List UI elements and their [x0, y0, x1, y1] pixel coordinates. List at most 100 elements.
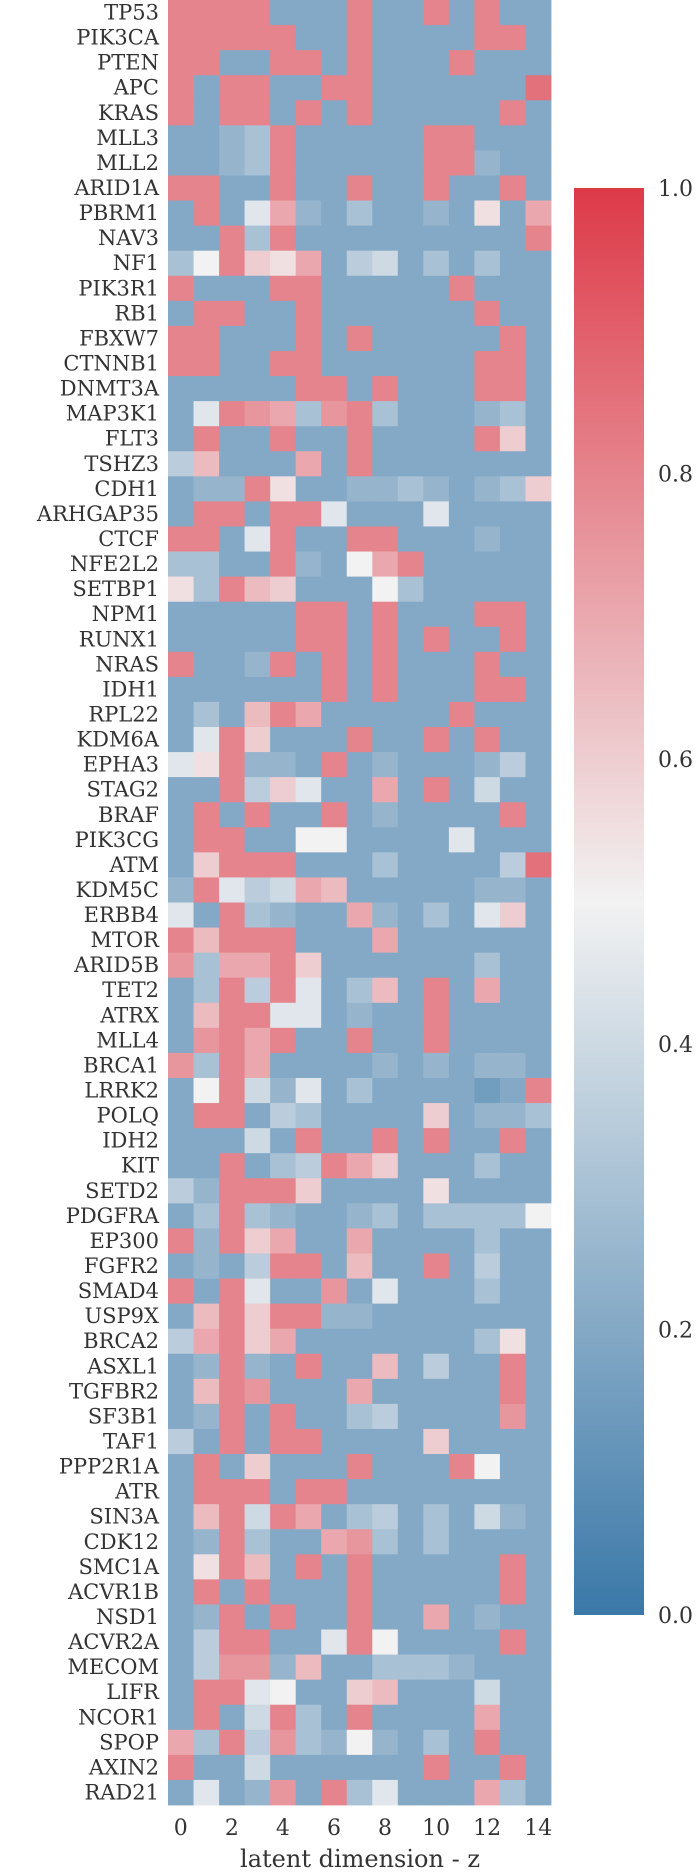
heatmap-cell: [244, 1554, 271, 1580]
row-label: USP9X: [84, 1304, 159, 1328]
heatmap-cell: [372, 1479, 399, 1505]
heatmap-cell: [295, 1077, 322, 1104]
heatmap-cell: [346, 676, 373, 703]
heatmap-cell: [219, 802, 245, 828]
heatmap-cell: [193, 977, 220, 1004]
heatmap-cell: [525, 952, 552, 979]
heatmap-cell: [525, 200, 552, 227]
heatmap-cell: [499, 1679, 526, 1706]
row-label: PBRM1: [79, 201, 159, 225]
heatmap-cell: [219, 75, 245, 101]
heatmap-cell: [295, 1378, 322, 1405]
heatmap-cell: [219, 476, 245, 502]
heatmap-cell: [499, 25, 526, 51]
heatmap-cell: [346, 325, 373, 352]
heatmap-cell: [346, 1253, 373, 1279]
heatmap-cell: [397, 1754, 424, 1781]
heatmap-cell: [295, 526, 322, 552]
heatmap-cell: [499, 376, 526, 402]
heatmap-cell: [219, 676, 245, 703]
heatmap-cell: [372, 25, 399, 51]
heatmap-cell: [346, 401, 373, 427]
heatmap-cell: [499, 651, 526, 678]
heatmap-cell: [397, 701, 424, 728]
heatmap-cell: [270, 802, 297, 828]
heatmap-cell: [321, 125, 348, 151]
row-label: NCOR1: [78, 1705, 159, 1729]
heatmap-cell: [448, 526, 475, 552]
heatmap-cell: [397, 401, 424, 427]
heatmap-cell: [423, 977, 450, 1004]
heatmap-cell: [244, 501, 271, 527]
heatmap-cell: [270, 1604, 297, 1630]
heatmap-cell: [168, 1428, 194, 1455]
heatmap-cell: [525, 651, 552, 678]
heatmap-cell: [372, 576, 399, 603]
heatmap-cell: [474, 1052, 501, 1079]
heatmap-cell: [474, 300, 501, 327]
heatmap-cell: [499, 852, 526, 878]
heatmap-cell: [295, 1027, 322, 1054]
heatmap-cell: [295, 626, 322, 653]
heatmap-cell: [525, 1704, 552, 1731]
heatmap-cell: [448, 150, 475, 176]
heatmap-cell: [295, 651, 322, 678]
heatmap-cell: [397, 1128, 424, 1154]
heatmap-cell: [321, 275, 348, 302]
heatmap-cell: [295, 325, 322, 352]
row-label: MAP3K1: [66, 402, 159, 426]
heatmap-cell: [244, 1428, 271, 1455]
heatmap-cell: [270, 576, 297, 603]
row-label: ATR: [114, 1480, 160, 1504]
heatmap-cell: [321, 576, 348, 603]
heatmap-cell: [397, 1704, 424, 1731]
heatmap-cell: [372, 125, 399, 151]
heatmap-cell: [346, 1303, 373, 1330]
heatmap-cell: [397, 100, 424, 126]
heatmap-cell: [270, 0, 297, 26]
heatmap-cell: [321, 1604, 348, 1630]
heatmap-cell: [397, 1178, 424, 1204]
heatmap-cell: [219, 1529, 245, 1555]
heatmap-cell: [168, 902, 194, 928]
heatmap-cell: [525, 1754, 552, 1781]
heatmap-cell: [474, 451, 501, 477]
heatmap-cell: [321, 300, 348, 327]
heatmap-cell: [423, 1579, 450, 1605]
heatmap-cell: [295, 1002, 322, 1029]
heatmap-cell: [219, 501, 245, 527]
heatmap-cell: [193, 877, 220, 903]
row-label: ATM: [108, 853, 159, 877]
heatmap-cell: [474, 401, 501, 427]
heatmap-cell: [499, 802, 526, 828]
heatmap-cell: [321, 827, 348, 853]
heatmap-cell: [270, 1278, 297, 1305]
heatmap-cell: [423, 1203, 450, 1229]
heatmap-cell: [168, 1378, 194, 1405]
heatmap-cell: [219, 752, 245, 778]
heatmap-cell: [168, 250, 194, 277]
heatmap-cell: [423, 426, 450, 452]
heatmap-cell: [295, 752, 322, 778]
heatmap-cell: [168, 376, 194, 402]
heatmap-cell: [295, 1428, 322, 1455]
heatmap-cell: [270, 526, 297, 552]
colorbar-tick-label: 1.0: [658, 177, 693, 202]
heatmap-cell: [270, 1303, 297, 1330]
heatmap-cell: [193, 1729, 220, 1756]
heatmap-cell: [270, 1328, 297, 1355]
row-label: SETD2: [85, 1179, 159, 1203]
heatmap-cell: [270, 150, 297, 176]
heatmap-cell: [295, 1153, 322, 1179]
heatmap-cell: [423, 902, 450, 928]
heatmap-cell: [525, 1529, 552, 1555]
heatmap-cell: [372, 626, 399, 653]
heatmap-cell: [448, 852, 475, 878]
heatmap-cell: [244, 601, 271, 628]
row-label: EPHA3: [83, 753, 159, 777]
row-label: AXIN2: [88, 1755, 159, 1779]
heatmap-cell: [474, 150, 501, 176]
heatmap-cell: [372, 777, 399, 803]
heatmap-cell: [270, 1027, 297, 1054]
colorbar-tick-labels: 0.0 0.2 0.4 0.6 0.8 1.0: [658, 177, 693, 1629]
